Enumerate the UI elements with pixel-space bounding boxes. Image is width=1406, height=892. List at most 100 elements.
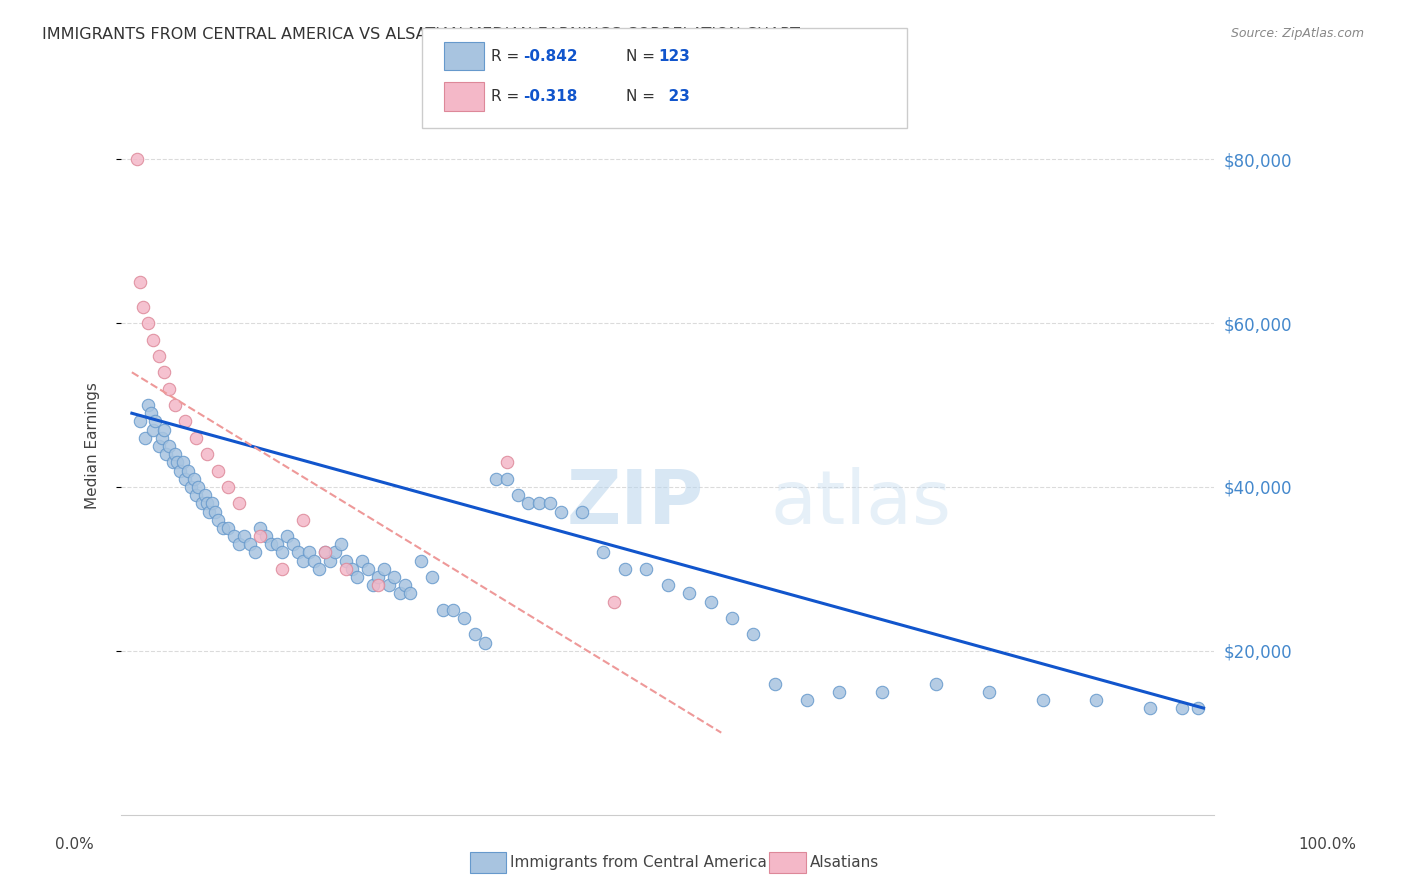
Point [190, 496, 212, 510]
Point [292, 513, 315, 527]
Point [388, 586, 411, 600]
Point [636, 562, 658, 576]
Point [270, 545, 292, 559]
Point [233, 529, 256, 543]
Point [166, 455, 188, 469]
Point [228, 496, 250, 510]
Text: 0.0%: 0.0% [55, 838, 94, 852]
Text: IMMIGRANTS FROM CENTRAL AMERICA VS ALSATIAN MEDIAN EARNINGS CORRELATION CHART: IMMIGRANTS FROM CENTRAL AMERICA VS ALSAT… [42, 27, 800, 42]
Point [186, 488, 208, 502]
Point [411, 554, 433, 568]
Point [163, 447, 186, 461]
Point [613, 562, 636, 576]
Point [153, 365, 176, 379]
Point [828, 684, 851, 698]
Point [1139, 701, 1161, 715]
Point [517, 496, 540, 510]
Point [270, 562, 292, 576]
Point [314, 545, 336, 559]
Point [298, 545, 321, 559]
Point [384, 570, 406, 584]
Point [373, 562, 395, 576]
Point [239, 537, 262, 551]
Point [367, 578, 389, 592]
Point [699, 594, 721, 608]
Text: Source: ZipAtlas.com: Source: ZipAtlas.com [1230, 27, 1364, 40]
Text: R =: R = [491, 89, 524, 103]
Point [243, 545, 266, 559]
Point [314, 545, 336, 559]
Point [169, 464, 191, 478]
Point [796, 693, 818, 707]
Point [325, 545, 347, 559]
Point [302, 554, 325, 568]
Point [127, 153, 149, 167]
Text: 100.0%: 100.0% [1298, 838, 1357, 852]
Point [145, 414, 167, 428]
Point [432, 603, 454, 617]
Point [148, 439, 170, 453]
Point [212, 521, 235, 535]
Point [394, 578, 416, 592]
Point [742, 627, 765, 641]
Point [592, 545, 614, 559]
Point [186, 431, 208, 445]
Point [139, 406, 162, 420]
Point [155, 447, 177, 461]
Text: 123: 123 [658, 49, 690, 63]
Point [162, 455, 184, 469]
Point [538, 496, 561, 510]
Point [134, 431, 156, 445]
Point [194, 488, 217, 502]
Text: Immigrants from Central America: Immigrants from Central America [510, 855, 768, 870]
Point [453, 611, 475, 625]
Point [180, 480, 202, 494]
Point [176, 464, 198, 478]
Point [924, 676, 946, 690]
Point [266, 537, 288, 551]
Point [464, 627, 486, 641]
Point [329, 537, 352, 551]
Point [281, 537, 304, 551]
Point [249, 521, 271, 535]
Text: 23: 23 [658, 89, 690, 103]
Point [1187, 701, 1209, 715]
Point [260, 537, 283, 551]
Point [292, 554, 315, 568]
Point [217, 521, 239, 535]
Point [195, 496, 218, 510]
Point [217, 480, 239, 494]
Point [187, 480, 209, 494]
Point [571, 504, 593, 518]
Point [1171, 701, 1194, 715]
Point [340, 562, 363, 576]
Point [148, 349, 170, 363]
Point [763, 676, 786, 690]
Text: N =: N = [626, 49, 659, 63]
Point [496, 455, 519, 469]
Point [276, 529, 298, 543]
Point [496, 472, 519, 486]
Text: ZIP: ZIP [567, 467, 704, 540]
Point [678, 586, 700, 600]
Point [201, 496, 224, 510]
Point [198, 504, 221, 518]
Point [870, 684, 893, 698]
Point [550, 504, 572, 518]
Point [1085, 693, 1108, 707]
Point [129, 414, 152, 428]
Point [153, 423, 176, 437]
Point [308, 562, 330, 576]
Point [441, 603, 464, 617]
Point [174, 472, 197, 486]
Point [399, 586, 422, 600]
Point [129, 275, 152, 289]
Point [378, 578, 401, 592]
Point [356, 562, 378, 576]
Point [142, 423, 165, 437]
Point [352, 554, 374, 568]
Point [527, 496, 550, 510]
Point [319, 554, 342, 568]
Text: Alsatians: Alsatians [810, 855, 879, 870]
Point [172, 455, 194, 469]
